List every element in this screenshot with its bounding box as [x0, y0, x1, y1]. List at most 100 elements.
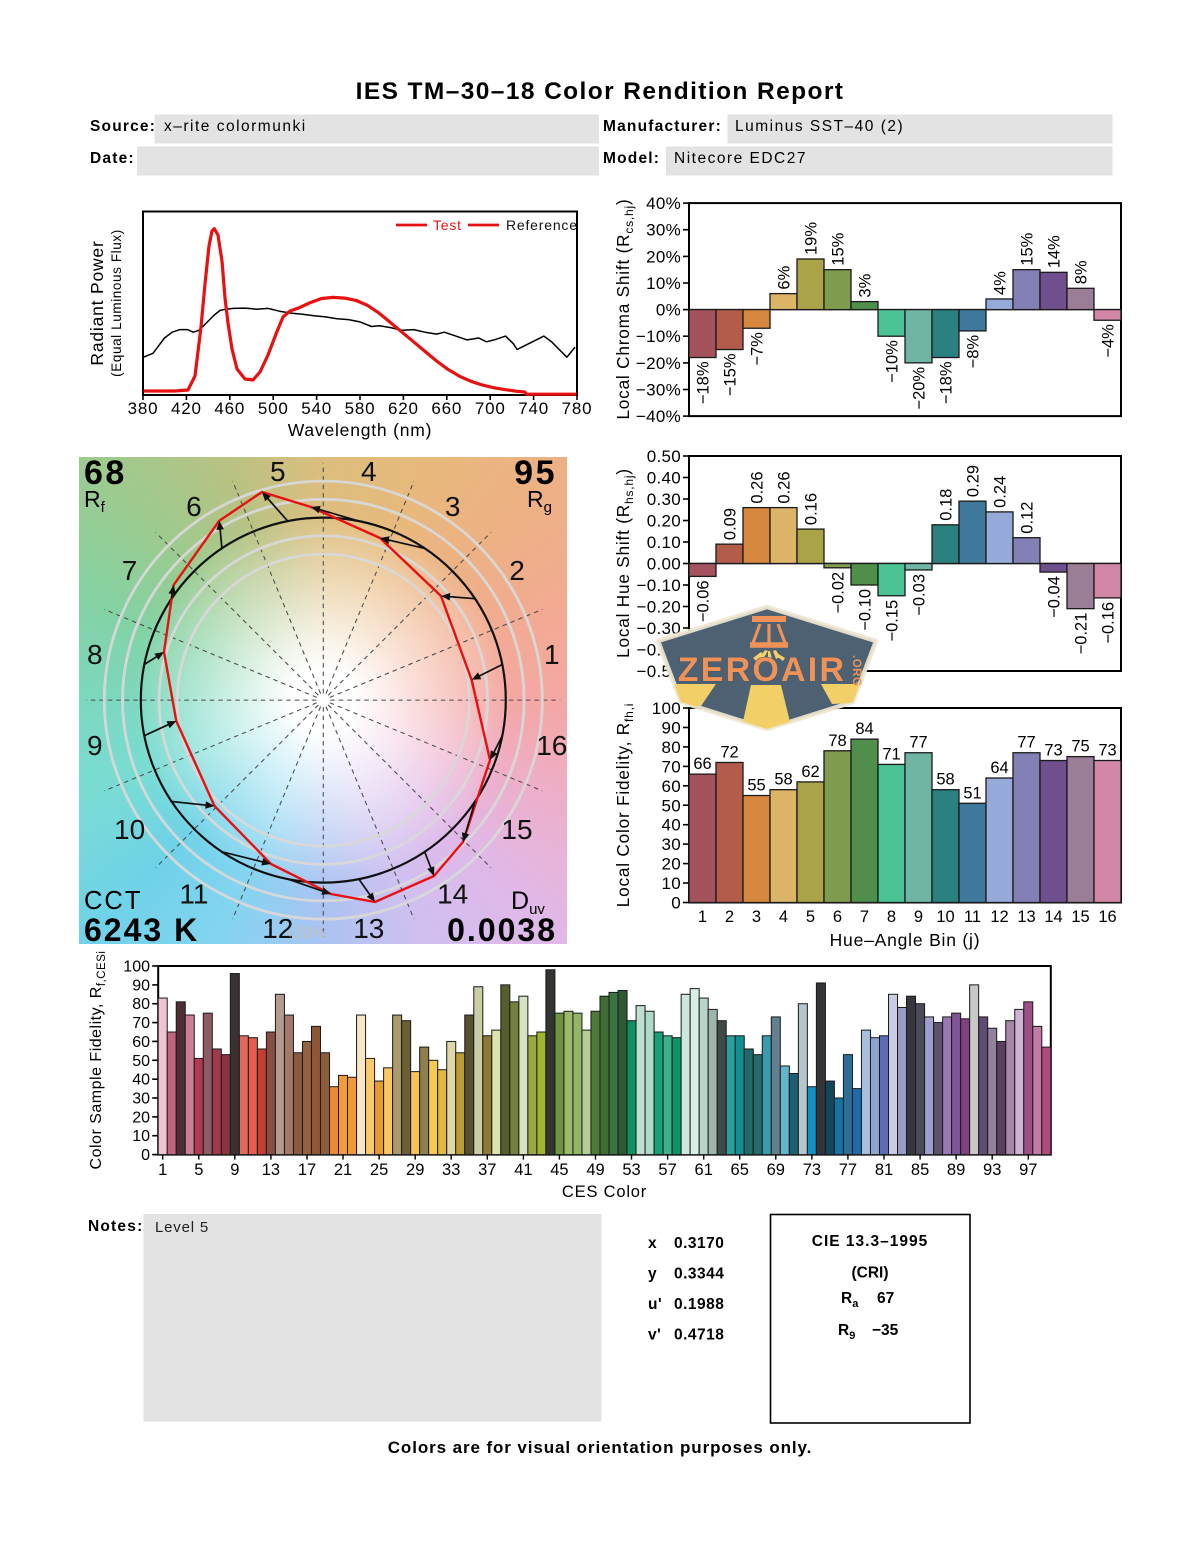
- svg-text:1: 1: [544, 639, 560, 670]
- svg-text:80: 80: [132, 996, 150, 1013]
- svg-text:14: 14: [437, 878, 468, 909]
- svg-text:77: 77: [839, 1161, 857, 1179]
- svg-text:37: 37: [478, 1161, 496, 1179]
- svg-text:−35: −35: [872, 1322, 899, 1339]
- svg-text:11: 11: [964, 908, 981, 926]
- svg-text:14%: 14%: [1046, 235, 1064, 268]
- svg-text:0.40: 0.40: [647, 469, 681, 488]
- svg-text:57: 57: [658, 1161, 676, 1179]
- svg-text:1: 1: [158, 1161, 167, 1179]
- svg-text:CCT: CCT: [84, 887, 142, 915]
- svg-text:30: 30: [132, 1091, 150, 1108]
- svg-text:Nitecore EDC27: Nitecore EDC27: [674, 150, 807, 167]
- svg-text:−18%: −18%: [938, 361, 956, 404]
- svg-text:Rg: Rg: [527, 486, 552, 516]
- svg-text:0.12: 0.12: [1019, 502, 1037, 534]
- svg-text:v': v': [648, 1327, 661, 1344]
- svg-text:−0.10: −0.10: [636, 576, 681, 595]
- svg-text:30%: 30%: [646, 221, 681, 240]
- svg-text:10: 10: [132, 1128, 150, 1145]
- svg-text:Level 5: Level 5: [155, 1219, 209, 1236]
- svg-text:13: 13: [1017, 908, 1035, 926]
- svg-text:0.00: 0.00: [647, 555, 681, 574]
- svg-text:5: 5: [194, 1161, 203, 1179]
- svg-text:20: 20: [661, 855, 681, 874]
- svg-text:90: 90: [132, 977, 150, 994]
- svg-text:33: 33: [442, 1161, 460, 1179]
- svg-text:64: 64: [990, 759, 1008, 777]
- svg-text:95: 95: [514, 454, 557, 492]
- svg-text:60: 60: [661, 777, 681, 796]
- svg-text:0.10: 0.10: [647, 533, 681, 552]
- svg-text:7: 7: [860, 908, 869, 926]
- svg-text:29: 29: [406, 1161, 424, 1179]
- svg-text:−10%: −10%: [636, 327, 681, 346]
- svg-text:77: 77: [909, 734, 927, 752]
- svg-text:73: 73: [1098, 742, 1116, 760]
- svg-text:−30%: −30%: [636, 380, 681, 399]
- svg-text:4%: 4%: [992, 271, 1010, 295]
- svg-text:Color Sample Fidelity, Rf,CESi: Color Sample Fidelity, Rf,CESi: [88, 951, 108, 1170]
- svg-text:(Equal Luminous Flux): (Equal Luminous Flux): [109, 229, 124, 377]
- svg-text:68: 68: [84, 454, 127, 492]
- svg-text:19%: 19%: [803, 222, 821, 255]
- svg-text:460: 460: [214, 399, 245, 418]
- svg-text:49: 49: [586, 1161, 604, 1179]
- svg-text:620: 620: [388, 399, 419, 418]
- svg-text:−8%: −8%: [965, 335, 983, 369]
- svg-text:380: 380: [128, 399, 159, 418]
- svg-text:−0.06: −0.06: [695, 580, 713, 622]
- svg-text:2: 2: [509, 555, 525, 586]
- svg-text:0.50: 0.50: [647, 447, 681, 466]
- svg-text:Luminus SST–40 (2): Luminus SST–40 (2): [735, 118, 904, 135]
- svg-text:15%: 15%: [1019, 232, 1037, 265]
- svg-text:0.18: 0.18: [938, 489, 956, 521]
- svg-text:700: 700: [475, 399, 506, 418]
- svg-text:89: 89: [947, 1161, 965, 1179]
- svg-text:78: 78: [828, 732, 846, 750]
- svg-text:0%: 0%: [656, 301, 681, 320]
- svg-text:Test: Test: [433, 217, 462, 233]
- svg-text:−15%: −15%: [722, 353, 740, 396]
- svg-text:Local Hue Shift (Rhs,hj): Local Hue Shift (Rhs,hj): [613, 468, 636, 658]
- svg-text:20%: 20%: [646, 247, 681, 266]
- svg-text:9: 9: [914, 908, 923, 926]
- svg-text:6243 K: 6243 K: [84, 912, 199, 948]
- svg-text:100: 100: [123, 959, 150, 976]
- svg-text:−0.16: −0.16: [1100, 602, 1118, 644]
- svg-text:71: 71: [882, 745, 900, 763]
- svg-text:53: 53: [622, 1161, 640, 1179]
- svg-text:−0.04: −0.04: [1046, 576, 1064, 618]
- svg-text:−40%: −40%: [636, 407, 681, 426]
- svg-text:0.1988: 0.1988: [674, 1296, 724, 1313]
- svg-text:70: 70: [661, 757, 681, 776]
- svg-text:CIE 13.3–1995: CIE 13.3–1995: [812, 1233, 928, 1250]
- svg-text:9: 9: [87, 730, 103, 761]
- svg-text:3%: 3%: [857, 273, 875, 297]
- svg-text:16: 16: [536, 730, 567, 761]
- svg-text:4: 4: [779, 908, 788, 926]
- svg-text:45: 45: [550, 1161, 568, 1179]
- svg-text:40%: 40%: [646, 194, 681, 213]
- svg-text:11: 11: [179, 878, 208, 909]
- svg-text:0.26: 0.26: [749, 471, 767, 503]
- svg-text:50: 50: [661, 796, 681, 815]
- svg-text:u': u': [648, 1296, 662, 1313]
- svg-text:58: 58: [936, 771, 954, 789]
- svg-text:21: 21: [334, 1161, 352, 1179]
- svg-text:10: 10: [661, 874, 681, 893]
- svg-text:81: 81: [875, 1161, 893, 1179]
- svg-text:10: 10: [114, 814, 145, 845]
- svg-text:97: 97: [1019, 1161, 1037, 1179]
- svg-text:Model:: Model:: [603, 150, 660, 167]
- svg-text:60: 60: [132, 1034, 150, 1051]
- svg-text:3: 3: [752, 908, 761, 926]
- svg-text:14: 14: [1044, 908, 1062, 926]
- svg-text:80: 80: [661, 738, 681, 757]
- svg-text:1: 1: [698, 908, 707, 926]
- svg-text:y: y: [648, 1266, 657, 1283]
- svg-text:58: 58: [774, 771, 792, 789]
- svg-text:Date:: Date:: [90, 150, 135, 167]
- svg-text:20: 20: [132, 1109, 150, 1126]
- svg-text:740: 740: [518, 399, 549, 418]
